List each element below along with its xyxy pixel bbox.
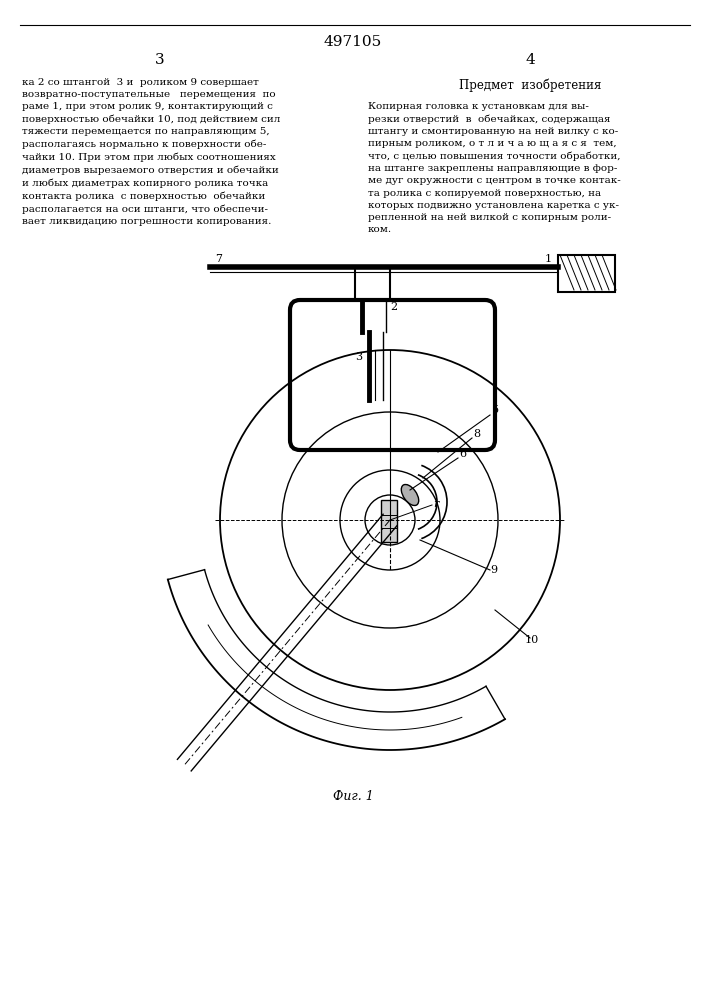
Text: 6: 6 (459, 449, 466, 459)
Bar (355, 267, 390, 300)
Text: ка 2 со штангой  3 и  роликом 9 совершает
возвратно-поступательные   перемещения: ка 2 со штангой 3 и роликом 9 совершает … (22, 78, 281, 226)
Text: 7: 7 (215, 254, 222, 264)
Text: 10: 10 (525, 635, 539, 645)
Text: r: r (433, 499, 438, 509)
Text: 2: 2 (390, 302, 397, 312)
Text: 8: 8 (473, 429, 480, 439)
Text: Копирная головка к установкам для вы-
резки отверстий  в  обечайках, содержащая
: Копирная головка к установкам для вы- ре… (368, 102, 621, 234)
Text: 4: 4 (525, 53, 535, 67)
Text: 3: 3 (355, 352, 362, 362)
Text: 9: 9 (490, 565, 497, 575)
Text: 5: 5 (492, 405, 499, 415)
Text: 1: 1 (545, 254, 552, 264)
Text: Фиг. 1: Фиг. 1 (332, 790, 373, 803)
Text: 497105: 497105 (324, 35, 382, 49)
Text: Предмет  изобретения: Предмет изобретения (459, 78, 601, 92)
Bar (381, 500, 397, 542)
Ellipse shape (402, 484, 419, 506)
Text: 3: 3 (156, 53, 165, 67)
